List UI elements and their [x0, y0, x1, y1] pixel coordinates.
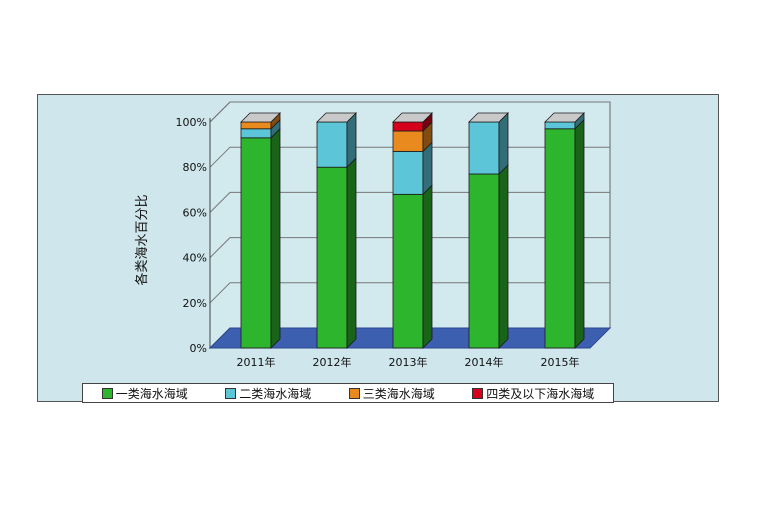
bar-segment	[544, 121, 576, 130]
bar-segment	[316, 121, 348, 168]
bar-segment	[392, 150, 424, 195]
bar-stack	[544, 112, 585, 349]
legend-item: 一类海水海域	[101, 385, 188, 402]
legend-item: 三类海水海域	[348, 385, 435, 402]
bar-segment-side	[498, 112, 509, 175]
x-tick-label: 2012年	[313, 355, 352, 369]
legend-item: 四类及以下海水海域	[472, 385, 594, 402]
x-tick-label: 2015年	[541, 355, 580, 369]
legend-swatch	[348, 387, 360, 399]
bar-segment	[240, 128, 272, 139]
legend-swatch	[101, 387, 113, 399]
x-tick-label: 2011年	[237, 355, 276, 369]
bar-stack	[316, 112, 357, 349]
bar-stack	[468, 112, 509, 349]
x-tick-label: 2014年	[465, 355, 504, 369]
bar-stack	[240, 112, 281, 349]
bar-segment-side	[270, 127, 281, 349]
bar-stack	[392, 112, 433, 349]
legend-label: 一类海水海域	[115, 386, 188, 401]
bar-segment	[468, 121, 500, 175]
bar-segment-side	[574, 118, 585, 349]
bar-segment-side	[498, 164, 509, 349]
legend-swatch	[472, 387, 484, 399]
bar-segment-side	[422, 184, 433, 349]
x-tick-label: 2013年	[389, 355, 428, 369]
bar-segment	[240, 121, 272, 130]
bar-top-cap	[392, 112, 433, 123]
legend-item: 二类海水海域	[225, 385, 311, 402]
bar-segment	[392, 121, 424, 132]
bar-segment	[240, 137, 272, 349]
bar-top-cap	[316, 112, 357, 123]
legend-label: 四类及以下海水海域	[486, 386, 595, 401]
gridline	[209, 101, 610, 123]
bar-segment	[316, 166, 348, 349]
legend-label: 三类海水海域	[362, 386, 435, 401]
y-tick-label: 0%	[190, 342, 207, 355]
legend-swatch	[225, 387, 237, 399]
bars	[240, 112, 585, 349]
y-axis-tick-labels: 0% 20% 40% 60% 80% 100%	[176, 116, 207, 355]
bar-segment	[544, 128, 576, 349]
bar-segment	[392, 193, 424, 349]
bar-top-cap	[544, 112, 585, 123]
bar-segment-side	[346, 157, 357, 349]
y-tick-label: 20%	[183, 297, 207, 310]
bar-top-cap	[468, 112, 509, 123]
y-tick-label: 80%	[183, 161, 207, 174]
legend-label: 二类海水海域	[239, 386, 312, 401]
bar-segment	[468, 173, 500, 349]
y-tick-label: 60%	[183, 206, 207, 219]
y-axis-label: 各类海水百分比	[134, 194, 150, 285]
bar-segment	[392, 130, 424, 152]
x-axis-tick-labels: 2011年 2012年 2013年 2014年 2015年	[237, 355, 580, 369]
bar-top-cap	[240, 112, 281, 123]
legend: 一类海水海域 二类海水海域 三类海水海域 四类及以下海水海域	[82, 383, 614, 403]
y-tick-label: 40%	[183, 252, 207, 265]
y-tick-label: 100%	[176, 116, 207, 129]
